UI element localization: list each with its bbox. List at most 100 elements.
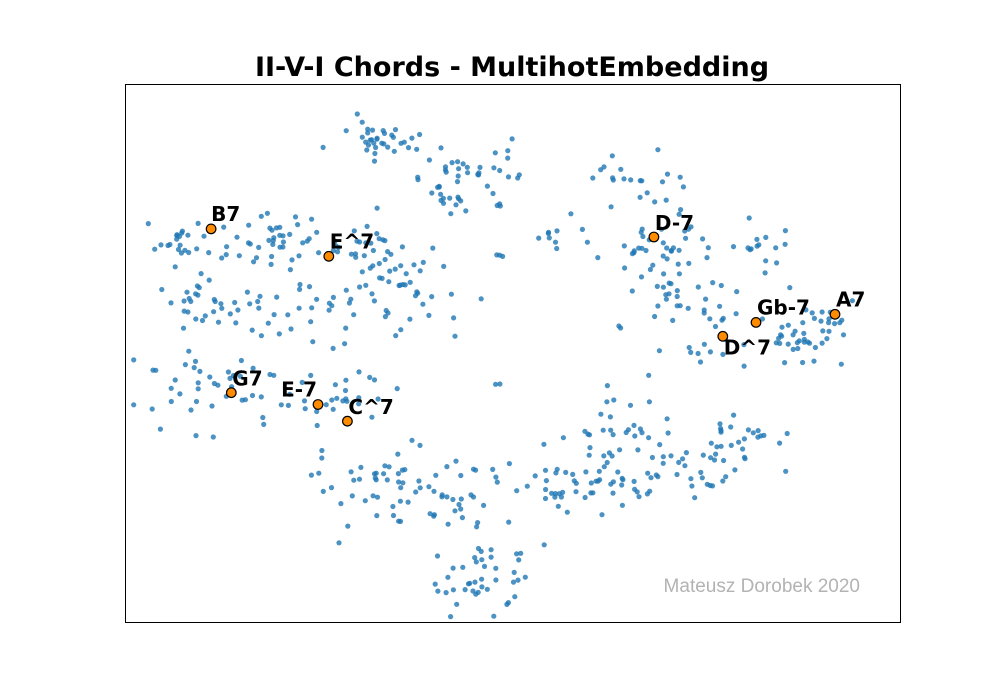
- scatter-point: [632, 433, 638, 439]
- scatter-point: [730, 244, 737, 250]
- scatter-point: [465, 170, 471, 176]
- scatter-point: [598, 411, 604, 417]
- scatter-point: [700, 236, 706, 242]
- scatter-point: [181, 298, 187, 304]
- scatter-point: [787, 285, 793, 291]
- highlight-label: C^7: [348, 395, 393, 419]
- scatter-point: [782, 241, 788, 247]
- scatter-point: [649, 454, 656, 461]
- scatter-point: [193, 398, 200, 405]
- scatter-point: [677, 174, 683, 180]
- scatter-point: [264, 210, 270, 216]
- scatter-point: [782, 228, 789, 234]
- scatter-point: [746, 215, 752, 221]
- scatter-point: [720, 351, 726, 357]
- scatter-point: [452, 508, 458, 514]
- scatter-point: [448, 614, 454, 620]
- scatter-point: [292, 214, 299, 220]
- scatter-point: [400, 480, 406, 486]
- scatter-point: [409, 135, 415, 141]
- scatter-point: [247, 301, 253, 307]
- scatter-point: [588, 480, 594, 486]
- scatter-point: [710, 280, 716, 286]
- scatter-point: [420, 259, 426, 265]
- scatter-point: [356, 369, 362, 375]
- scatter-point: [297, 281, 303, 288]
- scatter-point: [629, 288, 635, 294]
- scatter-point: [491, 613, 497, 619]
- scatter-point: [663, 197, 669, 203]
- scatter-point: [332, 238, 338, 244]
- scatter-point: [728, 424, 734, 430]
- scatter-point: [542, 495, 549, 502]
- scatter-point: [278, 402, 284, 408]
- scatter-point: [407, 279, 413, 285]
- scatter-point: [610, 432, 616, 438]
- scatter-point: [637, 426, 644, 432]
- scatter-point: [680, 456, 686, 462]
- scatter-point: [474, 524, 480, 530]
- scatter-point: [416, 478, 422, 484]
- scatter-point: [708, 440, 714, 446]
- scatter-point: [741, 436, 748, 442]
- scatter-point: [202, 313, 208, 319]
- scatter-point: [131, 402, 137, 408]
- scatter-point: [493, 474, 499, 480]
- scatter-point: [351, 228, 357, 234]
- scatter-point: [505, 174, 512, 180]
- scatter-point: [516, 557, 522, 563]
- scatter-point: [601, 464, 607, 470]
- scatter-point: [447, 195, 453, 201]
- scatter-point: [758, 433, 764, 439]
- scatter-point: [606, 450, 613, 456]
- scatter-point: [636, 245, 642, 251]
- scatter-point: [490, 190, 496, 197]
- scatter-point: [388, 251, 394, 257]
- scatter-point: [628, 177, 634, 183]
- scatter-point: [417, 485, 423, 491]
- scatter-point: [763, 258, 769, 264]
- scatter-point: [619, 482, 625, 488]
- scatter-point: [660, 454, 666, 460]
- highlight-label: D-7: [655, 211, 694, 235]
- scatter-point: [445, 521, 451, 527]
- scatter-point: [665, 430, 671, 436]
- scatter-point: [497, 201, 503, 207]
- scatter-point: [734, 289, 740, 295]
- scatter-point: [414, 146, 420, 152]
- scatter-point: [635, 447, 641, 453]
- scatter-point: [409, 437, 415, 443]
- scatter-point: [811, 315, 818, 321]
- scatter-point: [417, 131, 423, 138]
- scatter-point: [518, 550, 524, 556]
- scatter-point: [686, 344, 692, 351]
- scatter-point: [664, 416, 670, 422]
- scatter-point: [479, 584, 485, 590]
- scatter-point: [458, 198, 464, 204]
- scatter-point: [438, 145, 444, 151]
- scatter-point: [647, 266, 654, 273]
- scatter-point: [699, 475, 705, 481]
- scatter-point: [616, 323, 622, 329]
- scatter-point: [732, 467, 738, 473]
- scatter-point: [631, 422, 637, 428]
- scatter-point: [794, 340, 800, 346]
- scatter-point: [316, 250, 322, 256]
- scatter-point: [777, 440, 783, 446]
- scatter-point: [708, 455, 714, 461]
- scatter-point: [493, 577, 499, 583]
- scatter-point: [695, 284, 701, 290]
- scatter-point: [195, 380, 201, 386]
- scatter-point: [435, 588, 441, 594]
- scatter-point: [444, 494, 450, 500]
- scatter-point: [186, 249, 192, 256]
- scatter-point: [454, 601, 460, 607]
- scatter-point: [666, 280, 672, 286]
- scatter-point: [621, 176, 627, 182]
- scatter-point: [505, 155, 511, 161]
- scatter-point: [407, 316, 413, 322]
- scatter-point: [301, 398, 308, 404]
- scatter-point: [158, 242, 164, 248]
- scatter-point: [714, 444, 720, 450]
- scatter-point: [590, 175, 596, 181]
